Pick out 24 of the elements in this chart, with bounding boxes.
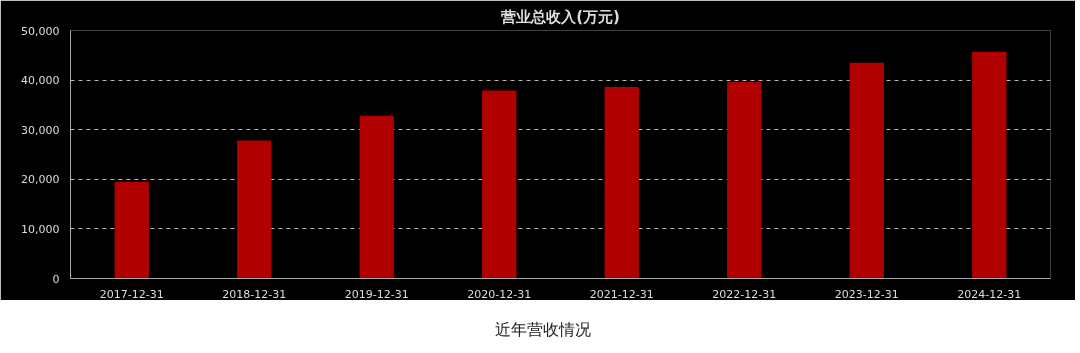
x-tick-label: 2021-12-31 [589,287,654,301]
bar [727,82,762,279]
y-tick-label: 50,000 [21,24,60,38]
y-tick-label: 0 [52,272,60,286]
x-tick-label: 2023-12-31 [834,287,899,301]
x-tick-label: 2017-12-31 [99,287,164,301]
bar [114,181,149,279]
x-tick-label: 2022-12-31 [712,287,777,301]
bar [359,115,394,279]
bar [972,51,1007,279]
y-tick-label: 20,000 [21,173,60,187]
bar [604,87,639,279]
y-tick-label: 10,000 [21,222,60,236]
y-tick-label: 30,000 [21,123,60,137]
bar [849,62,884,279]
x-tick-label: 2019-12-31 [344,287,409,301]
x-tick-label: 2020-12-31 [467,287,532,301]
y-tick-label: 40,000 [21,74,60,88]
x-tick-label: 2024-12-31 [957,287,1022,301]
x-tick-label: 2018-12-31 [222,287,287,301]
bar [237,140,272,279]
text: 近年营收情况 [494,319,591,341]
bar [482,90,517,279]
chart-title: 营业总收入(万元) [500,7,620,26]
